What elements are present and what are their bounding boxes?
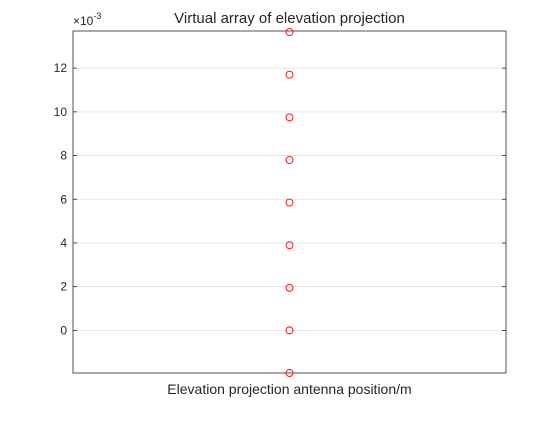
data-point: [285, 198, 294, 207]
plot-frame: [72, 30, 507, 374]
y-exponent-power: -3: [93, 11, 101, 21]
y-exponent-label: ×10-3: [73, 11, 101, 28]
data-point: [285, 155, 294, 164]
plot-area: [73, 31, 506, 373]
data-point: [285, 283, 294, 292]
y-tick-label: 10: [54, 105, 68, 119]
y-tick-label: 4: [60, 236, 67, 250]
x-axis-label: Elevation projection antenna position/m: [167, 381, 411, 397]
scatter-points: [285, 28, 294, 377]
chart-title: Virtual array of elevation projection: [174, 10, 405, 27]
y-tick-label: 12: [54, 61, 68, 75]
data-point: [285, 369, 294, 377]
y-exponent-base: ×10: [73, 14, 94, 28]
data-point: [285, 28, 294, 37]
grid: [73, 67, 506, 331]
data-point: [285, 326, 294, 335]
data-point: [285, 113, 294, 122]
y-tick-label: 2: [60, 280, 67, 294]
y-ticks: [73, 67, 506, 331]
y-tick-label: 0: [60, 323, 67, 337]
y-tick-labels: 0 2 4 6 8 10 12: [54, 61, 68, 337]
y-tick-label: 8: [60, 149, 67, 163]
data-point: [285, 70, 294, 79]
data-point: [285, 241, 294, 250]
y-tick-label: 6: [60, 192, 67, 206]
